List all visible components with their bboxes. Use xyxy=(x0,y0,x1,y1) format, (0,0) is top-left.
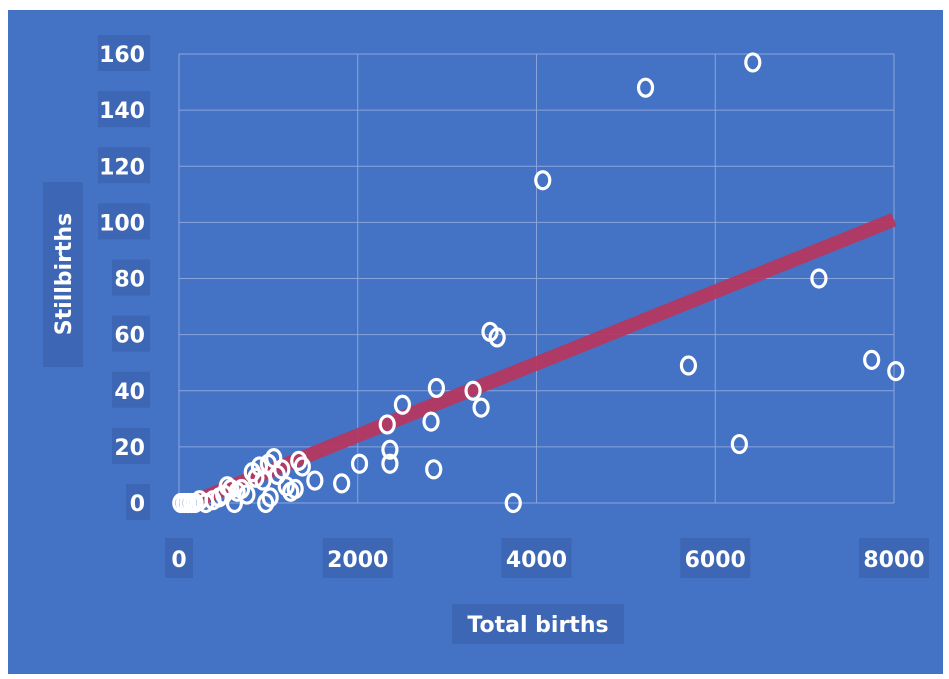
trendline-layer xyxy=(194,213,897,507)
data-point xyxy=(238,484,256,505)
x-tick: 8000 xyxy=(859,538,929,578)
x-tick: 2000 xyxy=(322,538,393,578)
trendline xyxy=(194,213,897,507)
data-point xyxy=(425,459,443,480)
x-tick-label: 4000 xyxy=(506,548,567,573)
y-tick-label: 20 xyxy=(114,436,145,461)
chart-panel: 0 20 40 60 80 100 120 140 160 0 2000 4000 6000 8000 T… xyxy=(8,10,943,674)
data-point xyxy=(333,473,351,494)
data-points xyxy=(172,52,905,514)
y-tick: 140 xyxy=(98,91,150,128)
data-point xyxy=(504,492,522,514)
data-point xyxy=(247,467,265,488)
data-point xyxy=(472,397,490,418)
data-point xyxy=(254,470,272,491)
data-point xyxy=(863,349,881,370)
tick-labels: 0 20 40 60 80 100 120 140 160 0 2000 4000 6000 8000 xyxy=(98,35,929,578)
x-tick: 4000 xyxy=(501,538,572,578)
y-axis-label: Stillbirths xyxy=(52,213,77,335)
y-tick-label: 0 xyxy=(130,492,145,517)
y-tick: 80 xyxy=(112,259,150,296)
y-tick-label: 80 xyxy=(114,268,145,293)
y-tick-label: 160 xyxy=(99,43,145,68)
data-point xyxy=(730,433,748,455)
data-point xyxy=(488,327,506,348)
data-point xyxy=(427,377,445,399)
data-point xyxy=(268,464,286,486)
x-tick-label: 2000 xyxy=(327,548,388,573)
y-axis-title: Stillbirths xyxy=(43,182,83,367)
data-point xyxy=(277,476,295,497)
gridlines xyxy=(178,53,895,504)
y-tick: 100 xyxy=(98,203,150,240)
x-axis-label: Total births xyxy=(467,613,608,638)
data-point xyxy=(293,456,311,477)
data-point xyxy=(464,380,482,401)
x-tick-label: 6000 xyxy=(685,548,746,573)
data-point xyxy=(422,411,440,432)
y-tick: 120 xyxy=(98,147,150,184)
y-tick: 0 xyxy=(126,484,150,520)
x-axis-title: Total births xyxy=(452,604,624,644)
y-tick: 20 xyxy=(112,427,150,464)
y-tick-label: 40 xyxy=(114,380,145,405)
y-tick-label: 100 xyxy=(99,211,145,236)
data-point xyxy=(744,52,762,73)
y-tick: 40 xyxy=(112,371,150,408)
x-tick: 0 xyxy=(165,538,193,578)
data-point xyxy=(350,453,369,474)
x-tick-label: 8000 xyxy=(863,548,924,573)
data-point xyxy=(810,268,828,289)
data-point xyxy=(381,439,399,460)
data-point xyxy=(393,394,412,415)
y-tick: 160 xyxy=(98,35,150,71)
data-point xyxy=(261,487,279,508)
x-tick-label: 0 xyxy=(171,548,186,573)
y-tick-label: 140 xyxy=(99,99,145,124)
data-point xyxy=(679,355,698,376)
y-tick: 60 xyxy=(112,315,150,352)
y-tick-label: 120 xyxy=(99,155,145,180)
data-point xyxy=(378,414,396,435)
data-point xyxy=(257,492,275,514)
data-point xyxy=(887,361,905,382)
data-point xyxy=(636,77,655,98)
scatter-chart: 0 20 40 60 80 100 120 140 160 0 2000 4000 6000 8000 T… xyxy=(43,35,929,644)
y-tick-label: 60 xyxy=(114,324,145,349)
x-tick: 6000 xyxy=(680,538,751,578)
data-point xyxy=(534,170,552,191)
data-point xyxy=(286,478,304,500)
data-point xyxy=(381,453,399,474)
data-point xyxy=(306,470,324,491)
